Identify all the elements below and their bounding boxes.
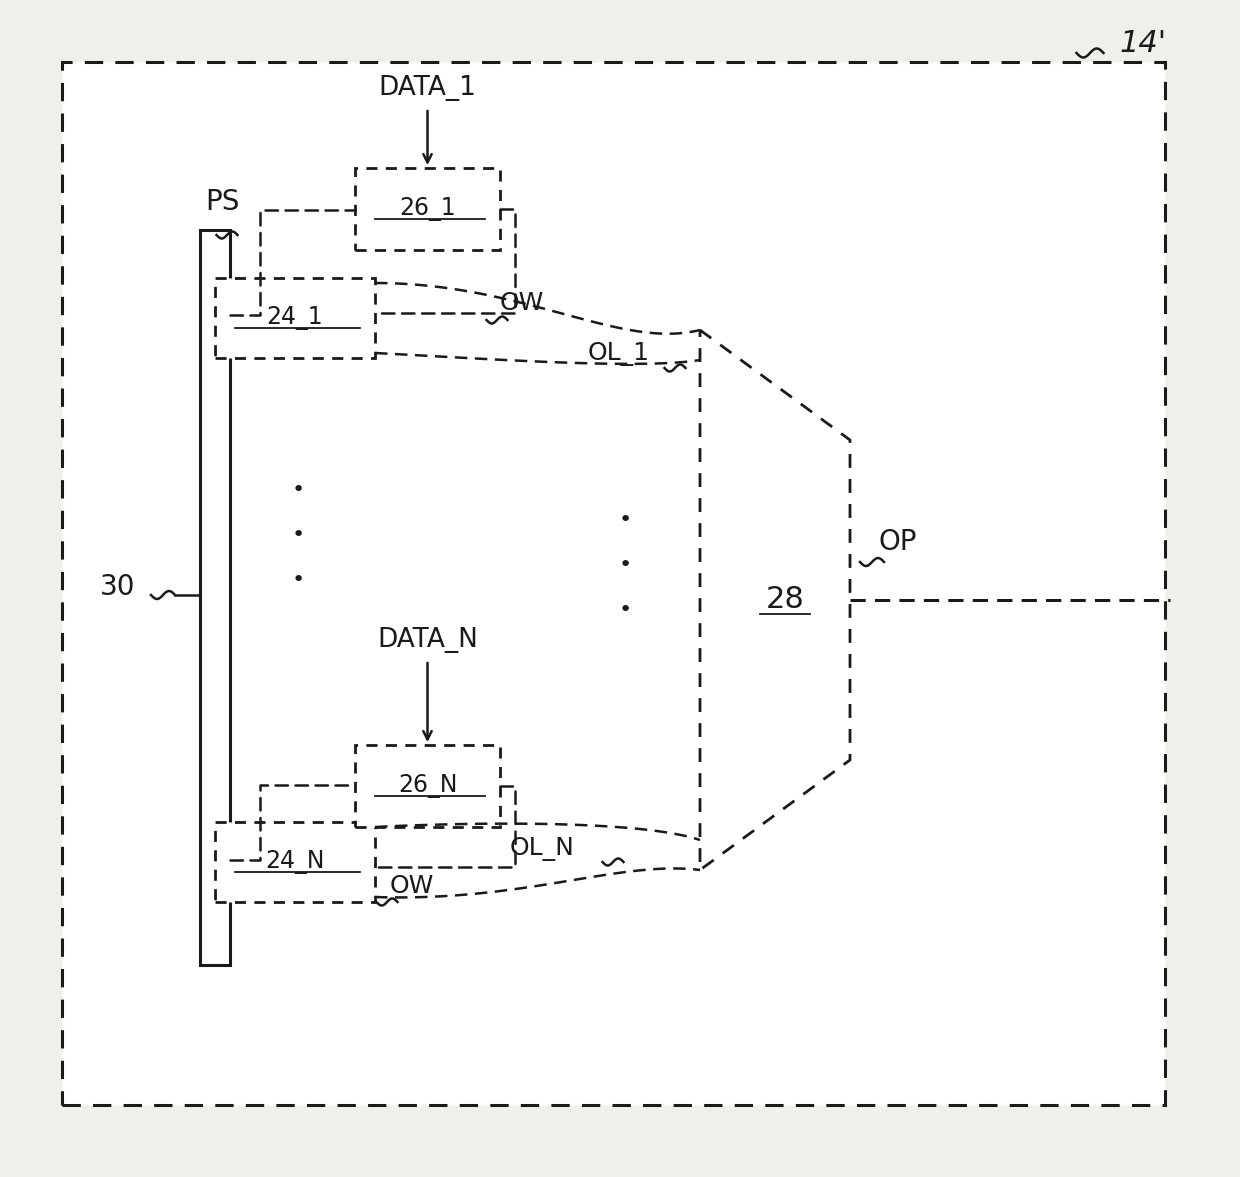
Polygon shape bbox=[215, 278, 374, 358]
Polygon shape bbox=[215, 822, 374, 902]
Text: 30: 30 bbox=[100, 573, 135, 601]
Text: DATA_N: DATA_N bbox=[377, 627, 477, 653]
Text: OP: OP bbox=[878, 528, 916, 556]
Polygon shape bbox=[701, 330, 849, 870]
Text: •: • bbox=[619, 600, 631, 620]
Text: 14': 14' bbox=[1120, 29, 1167, 58]
Text: OL_N: OL_N bbox=[510, 837, 575, 862]
Text: 24_1: 24_1 bbox=[267, 306, 324, 330]
Text: PS: PS bbox=[205, 188, 239, 217]
Text: •: • bbox=[291, 525, 305, 545]
Text: OL_1: OL_1 bbox=[588, 343, 650, 366]
Polygon shape bbox=[62, 62, 1166, 1105]
Text: 28: 28 bbox=[765, 585, 805, 614]
Text: •: • bbox=[291, 480, 305, 500]
Text: OW: OW bbox=[500, 291, 544, 315]
Polygon shape bbox=[200, 230, 229, 965]
Polygon shape bbox=[355, 168, 500, 250]
Text: 26_N: 26_N bbox=[398, 774, 458, 798]
Text: •: • bbox=[619, 510, 631, 530]
Text: 26_1: 26_1 bbox=[399, 197, 456, 221]
Text: DATA_1: DATA_1 bbox=[378, 75, 476, 101]
Polygon shape bbox=[355, 745, 500, 827]
Text: OW: OW bbox=[391, 875, 434, 898]
Text: •: • bbox=[291, 570, 305, 590]
Text: •: • bbox=[619, 556, 631, 576]
Text: 24_N: 24_N bbox=[265, 850, 325, 875]
